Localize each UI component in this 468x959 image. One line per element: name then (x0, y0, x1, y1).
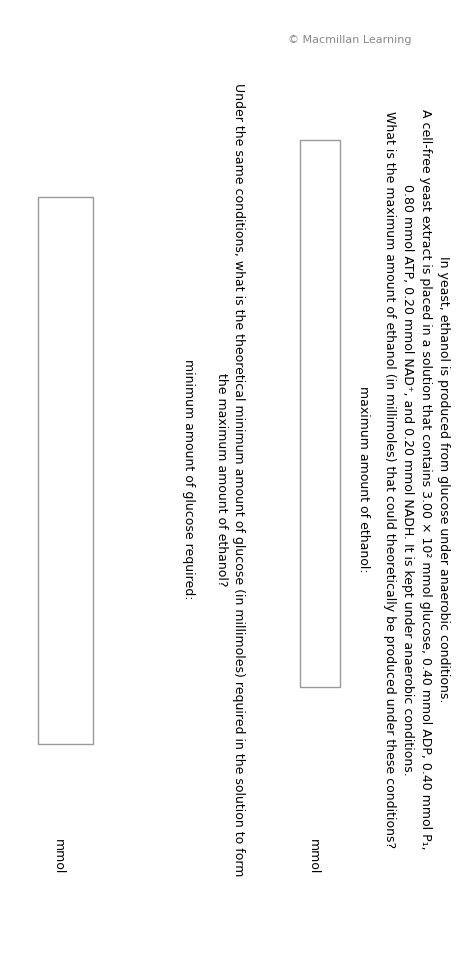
Text: minimum amount of glucose required:: minimum amount of glucose required: (182, 360, 195, 599)
Bar (300, 140, 340, 687)
Text: © Macmillan Learning: © Macmillan Learning (288, 35, 412, 45)
Text: In yeast, ethanol is produced from glucose under anaerobic conditions.: In yeast, ethanol is produced from gluco… (437, 256, 450, 703)
Text: maximum amount of ethanol:: maximum amount of ethanol: (357, 386, 370, 573)
Text: A cell-free yeast extract is placed in a solution that contains 3.00 × 10² mmol : A cell-free yeast extract is placed in a… (419, 109, 432, 850)
Text: mmol: mmol (52, 839, 65, 875)
Text: Under the same conditions, what is the theoretical minimum amount of glucose (in: Under the same conditions, what is the t… (232, 82, 245, 877)
Text: 0.80 mmol ATP, 0.20 mmol NAD⁺, and 0.20 mmol NADH. It is kept under anaerobic co: 0.80 mmol ATP, 0.20 mmol NAD⁺, and 0.20 … (401, 184, 414, 776)
Bar (37, 197, 93, 743)
Text: What is the maximum amount of ethanol (in millimoles) that could theoretically b: What is the maximum amount of ethanol (i… (383, 111, 396, 848)
Text: the maximum amount of ethanol?: the maximum amount of ethanol? (215, 373, 228, 586)
Text: mmol: mmol (307, 839, 320, 875)
